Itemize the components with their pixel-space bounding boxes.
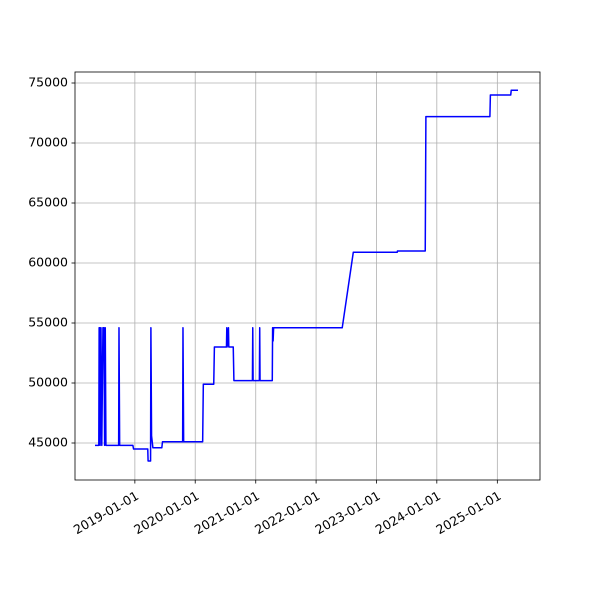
- x-tick-label: 2021-01-01: [192, 488, 262, 537]
- x-tick-label: 2025-01-01: [433, 488, 503, 537]
- y-tick-label: 45000: [28, 435, 68, 450]
- y-tick-label: 75000: [28, 75, 68, 90]
- x-tick-label: 2022-01-01: [252, 488, 322, 537]
- data-line: [95, 89, 519, 462]
- y-tick-label: 65000: [28, 195, 68, 210]
- y-tick-label: 60000: [28, 255, 68, 270]
- x-tick-label: 2023-01-01: [312, 488, 382, 537]
- plot-frame: [74, 71, 541, 481]
- y-tick-label: 50000: [28, 375, 68, 390]
- x-tick-label: 2024-01-01: [373, 488, 443, 537]
- x-tick-label: 2019-01-01: [71, 488, 141, 537]
- y-tick-label: 55000: [28, 315, 68, 330]
- x-tick-label: 2020-01-01: [131, 488, 201, 537]
- y-tick-label: 70000: [28, 135, 68, 150]
